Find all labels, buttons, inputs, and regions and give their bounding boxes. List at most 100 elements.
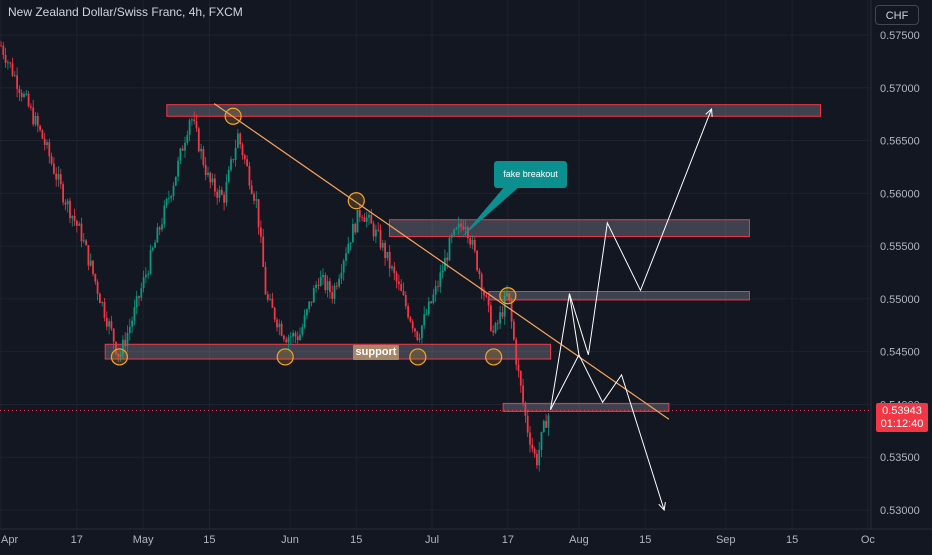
candle-body	[540, 431, 543, 451]
candle-body	[345, 253, 347, 261]
candle-body	[32, 107, 35, 125]
candle-body	[18, 89, 21, 93]
candle-body	[308, 301, 311, 310]
zone-lower-resistance	[488, 291, 750, 301]
candle-body	[358, 209, 361, 217]
candle-body	[331, 292, 334, 299]
candle-body	[165, 198, 168, 206]
candle-body	[131, 320, 133, 327]
candle-body	[317, 284, 320, 286]
candle-body	[409, 317, 412, 322]
candle-body	[542, 420, 545, 432]
candle-body	[216, 191, 219, 198]
candle-body	[395, 273, 398, 282]
x-tick-label: 17	[502, 534, 514, 546]
candle-body	[138, 296, 140, 298]
candle-body	[103, 302, 106, 318]
candle-body	[59, 174, 62, 185]
candles	[0, 40, 550, 472]
support-label: support	[353, 345, 399, 360]
fake-breakout-callout: fake breakout	[494, 161, 567, 188]
candle-body	[227, 169, 230, 183]
candle-body	[168, 198, 170, 200]
candle-body	[197, 128, 200, 152]
candle-body	[533, 448, 536, 454]
candle-body	[99, 293, 101, 304]
candle-body	[280, 323, 283, 336]
candle-body	[467, 227, 469, 239]
candle-body	[312, 288, 315, 303]
candle-body	[234, 147, 237, 160]
candle-body	[340, 272, 343, 279]
candle-body	[448, 237, 451, 261]
candle-body	[322, 275, 324, 277]
candle-body	[324, 275, 327, 291]
candle-body	[363, 217, 366, 222]
candle-body	[526, 415, 529, 433]
candle-body	[503, 295, 506, 317]
candle-body	[421, 325, 423, 339]
candle-body	[66, 200, 69, 205]
candle-body	[469, 238, 472, 245]
x-tick-label: 15	[639, 534, 651, 546]
candle-body	[388, 251, 391, 269]
candle-body	[126, 332, 129, 347]
x-tick-label: Sep	[716, 534, 736, 546]
candle-body	[62, 184, 64, 203]
candle-body	[140, 288, 143, 298]
candle-body	[391, 266, 393, 269]
zone-bottom-zone	[502, 402, 670, 412]
candle-body	[2, 45, 5, 56]
x-tick-label: Jun	[281, 534, 299, 546]
candle-body	[402, 290, 405, 295]
candle-body	[393, 266, 396, 274]
y-tick-label: 0.56500	[880, 136, 920, 148]
candle-body	[124, 339, 127, 347]
currency-badge[interactable]: CHF	[875, 5, 919, 25]
candle-body	[43, 138, 46, 146]
candle-body	[262, 236, 265, 267]
candle-body	[135, 296, 138, 308]
candle-body	[372, 223, 375, 237]
candle-body	[303, 315, 306, 328]
descending-trendline	[213, 103, 670, 420]
candle-body	[492, 330, 495, 333]
candle-body	[128, 326, 131, 333]
candle-body	[508, 293, 511, 301]
candle-body	[85, 240, 87, 246]
candle-body	[375, 229, 377, 237]
candle-body	[356, 209, 359, 233]
candle-body	[23, 93, 25, 97]
candle-body	[473, 239, 476, 251]
candle-body	[460, 223, 462, 227]
candle-body	[266, 294, 269, 300]
highlight-circle	[485, 348, 503, 366]
candle-body	[96, 281, 99, 294]
candle-body	[519, 371, 522, 386]
candle-body	[273, 307, 276, 320]
candle-body	[471, 239, 474, 245]
candle-body	[361, 216, 363, 218]
candle-body	[430, 301, 432, 303]
candle-body	[11, 63, 14, 76]
candle-body	[425, 314, 428, 315]
candle-body	[524, 402, 527, 416]
candle-body	[209, 172, 212, 183]
up-arrowhead	[705, 107, 713, 117]
candle-body	[193, 119, 196, 122]
candle-body	[25, 93, 28, 95]
candle-body	[110, 321, 113, 329]
candle-body	[453, 229, 455, 235]
candle-body	[441, 270, 444, 273]
candle-body	[496, 323, 499, 325]
zone-top-resistance	[166, 104, 822, 117]
candle-body	[418, 338, 421, 340]
candle-body	[163, 205, 166, 225]
candle-body	[427, 301, 430, 315]
candle-body	[184, 142, 186, 151]
candle-body	[156, 227, 159, 243]
candle-body	[214, 178, 216, 192]
candle-body	[170, 196, 173, 199]
